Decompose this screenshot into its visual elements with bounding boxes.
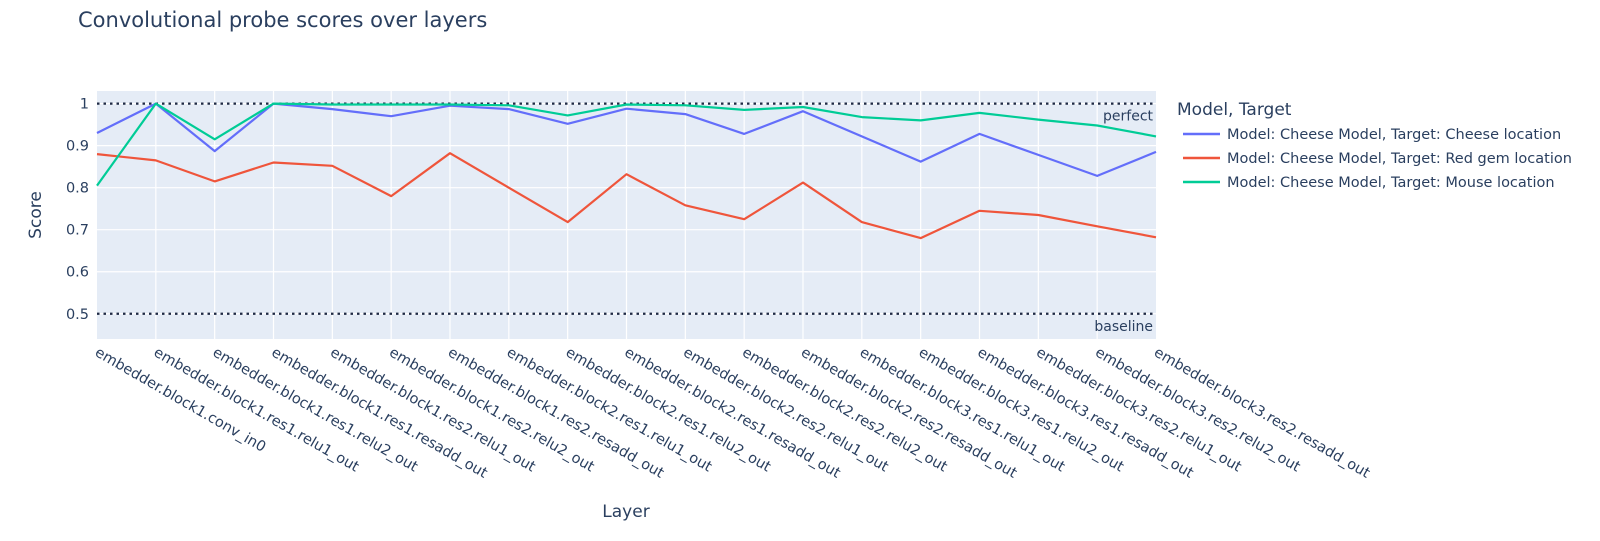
legend-label: Model: Cheese Model, Target: Cheese loca…: [1227, 127, 1561, 143]
legend-label: Model: Cheese Model, Target: Mouse locat…: [1227, 175, 1555, 191]
y-tick-label: 1: [80, 97, 89, 113]
reference-label-perfect: perfect: [1103, 109, 1153, 125]
y-tick-label: 0.7: [66, 223, 89, 239]
series-line-3: [96, 102, 1157, 187]
legend: Model, Target Model: Cheese Model, Targe…: [1177, 100, 1572, 191]
legend-title: Model, Target: [1177, 100, 1292, 120]
x-axis-title: Layer: [602, 502, 649, 522]
reference-label-baseline: baseline: [1094, 319, 1153, 335]
x-axis-ticks: embedder.block1.conv_in0embedder.block1.…: [92, 345, 1373, 482]
y-tick-label: 0.9: [66, 139, 89, 155]
legend-item[interactable]: Model: Cheese Model, Target: Cheese loca…: [1183, 127, 1561, 143]
series-lines: [96, 102, 1157, 240]
legend-label: Model: Cheese Model, Target: Red gem loc…: [1227, 151, 1572, 167]
y-axis-ticks: 0.5 0.6 0.7 0.8 0.9 1: [66, 97, 89, 323]
y-tick-label: 0.8: [66, 181, 89, 197]
legend-item[interactable]: Model: Cheese Model, Target: Red gem loc…: [1183, 151, 1572, 167]
chart-title: Convolutional probe scores over layers: [78, 8, 487, 32]
y-tick-label: 0.5: [66, 307, 89, 323]
series-line-2: [96, 152, 1157, 240]
y-tick-label: 0.6: [66, 265, 89, 281]
y-axis-title: Score: [26, 191, 46, 239]
legend-item[interactable]: Model: Cheese Model, Target: Mouse locat…: [1183, 175, 1555, 191]
